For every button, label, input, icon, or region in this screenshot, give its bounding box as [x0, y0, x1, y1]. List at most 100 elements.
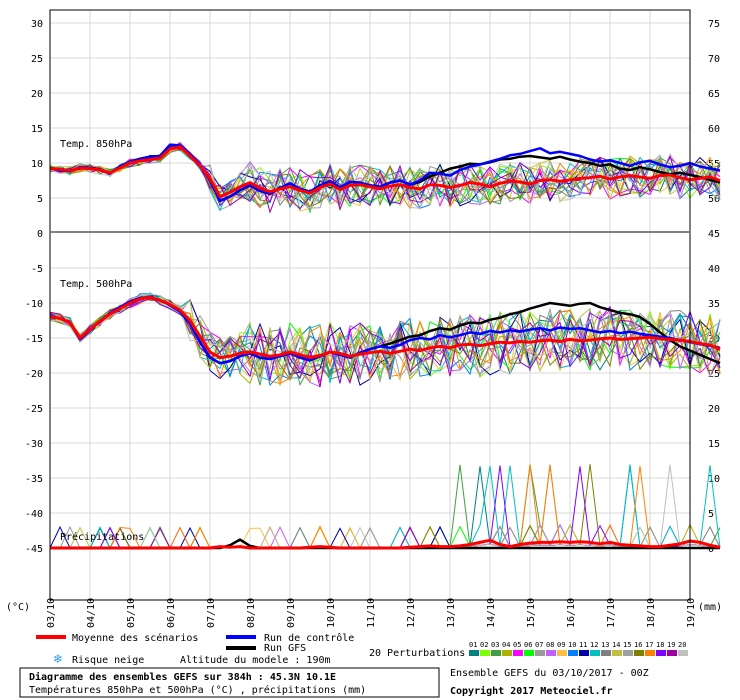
perturbation-line-500 — [49, 293, 721, 384]
mean-line-t500 — [49, 295, 721, 360]
perturbation-line-850 — [49, 144, 721, 207]
x-tick-label: 03/10 — [46, 598, 57, 628]
pert-swatch — [656, 650, 666, 656]
pert-swatch — [634, 650, 644, 656]
pert-number: 18 — [656, 641, 664, 649]
left-tick-label: 25 — [31, 54, 43, 65]
pert-number: 20 — [678, 641, 686, 649]
pert-number: 19 — [667, 641, 675, 649]
pert-swatch — [678, 650, 688, 656]
pert-swatch — [535, 650, 545, 656]
pert-swatch — [557, 650, 567, 656]
x-tick-label: 05/10 — [126, 598, 137, 628]
left-tick-label: -20 — [25, 369, 43, 380]
legend-altitude-label: Altitude du modele : 190m — [180, 655, 331, 666]
right-tick-label: 50 — [708, 194, 720, 205]
pert-number: 16 — [634, 641, 642, 649]
right-tick-label: 45 — [708, 229, 720, 240]
left-tick-label: 0 — [37, 229, 43, 240]
pert-number: 02 — [480, 641, 488, 649]
perturbation-line-precip — [50, 464, 721, 549]
pert-swatch — [667, 650, 677, 656]
pert-swatch — [524, 650, 534, 656]
pert-number: 06 — [524, 641, 532, 649]
pert-number: 14 — [612, 641, 620, 649]
pert-swatch — [590, 650, 600, 656]
pert-swatch — [579, 650, 589, 656]
right-tick-label: 20 — [708, 404, 720, 415]
pert-swatch — [502, 650, 512, 656]
x-tick-label: 13/10 — [446, 598, 457, 628]
right-tick-label: 75 — [708, 19, 720, 30]
x-tick-label: 14/10 — [486, 598, 497, 628]
x-tick-label: 09/10 — [286, 598, 297, 628]
main-series — [49, 143, 721, 550]
x-tick-label: 10/10 — [326, 598, 337, 628]
pert-number: 15 — [623, 641, 631, 649]
right-tick-label: 25 — [708, 369, 720, 380]
left-tick-label: -5 — [31, 264, 43, 275]
x-tick-label: 19/10 — [686, 598, 697, 628]
x-axis: 03/10 04/10 05/10 06/10 07/10 08/10 09/10 10/10… — [46, 598, 697, 628]
right-tick-label: 0 — [708, 544, 714, 555]
x-tick-label: 12/10 — [406, 598, 417, 628]
left-tick-label: 30 — [31, 19, 43, 30]
right-tick-label: 10 — [708, 474, 720, 485]
pert-number: 17 — [645, 641, 653, 649]
x-tick-label: 04/10 — [86, 598, 97, 628]
perturbation-line-precip — [50, 464, 721, 549]
x-tick-label: 16/10 — [566, 598, 577, 628]
pert-number: 08 — [546, 641, 554, 649]
pert-swatch — [623, 650, 633, 656]
right-unit-label: (mm) — [698, 602, 722, 613]
pert-number: 05 — [513, 641, 521, 649]
left-tick-label: 10 — [31, 159, 43, 170]
pert-swatch — [513, 650, 523, 656]
control-line-t850 — [49, 143, 721, 203]
panel-label-850: Temp. 850hPa — [60, 139, 132, 150]
snowflake-icon: ❄ — [53, 652, 63, 666]
pert-number: 12 — [590, 641, 598, 649]
x-tick-label: 17/10 — [606, 598, 617, 628]
left-axis: 30 25 20 15 10 5 0 -5 -10 -15 -20 -25 -30 -35 -40 -45 — [25, 19, 43, 555]
right-tick-label: 55 — [708, 159, 720, 170]
right-tick-label: 5 — [708, 509, 714, 520]
x-tick-label: 06/10 — [166, 598, 177, 628]
right-tick-label: 35 — [708, 299, 720, 310]
legend-perturbations-label: 20 Perturbations — [369, 648, 465, 659]
panel-label-500: Temp. 500hPa — [60, 279, 132, 290]
pert-number: 01 — [469, 641, 477, 649]
mean-line-precip — [50, 538, 721, 550]
chart-title: Diagramme des ensembles GEFS sur 384h : … — [29, 671, 336, 683]
legend-control-label: Run de contrôle — [264, 632, 354, 644]
perturbation-line-500 — [49, 293, 721, 380]
x-tick-label: 07/10 — [206, 598, 217, 628]
x-tick-label: 15/10 — [526, 598, 537, 628]
perturbation-line-850 — [49, 144, 721, 208]
right-tick-label: 15 — [708, 439, 720, 450]
pert-number: 13 — [601, 641, 609, 649]
panel-label-precip: Précipitations — [60, 531, 144, 543]
left-tick-label: -10 — [25, 299, 43, 310]
left-tick-label: 15 — [31, 124, 43, 135]
pert-number: 07 — [535, 641, 543, 649]
x-tick-label: 18/10 — [646, 598, 657, 628]
pert-number: 10 — [568, 641, 576, 649]
pert-swatch — [491, 650, 501, 656]
perturbation-legend: 01 02 03 04 05 06 07 08 09 10 11 12 13 14 15 16 17 18 19 20 — [469, 641, 688, 656]
pert-swatch — [645, 650, 655, 656]
pert-number: 11 — [579, 641, 587, 649]
chart-subtitle: Températures 850hPa et 500hPa (°C) , pré… — [29, 684, 366, 696]
pert-swatch — [612, 650, 622, 656]
left-tick-label: -30 — [25, 439, 43, 450]
perturbation-line-850 — [49, 149, 721, 208]
left-unit-label: (°C) — [6, 602, 30, 613]
left-tick-label: -45 — [25, 544, 43, 555]
perturbation-line-precip — [50, 464, 721, 549]
left-tick-label: 5 — [37, 194, 43, 205]
legend-gfs-label: Run GFS — [264, 643, 306, 654]
ensemble-run-label: Ensemble GEFS du 03/10/2017 - 00Z — [450, 668, 649, 679]
x-tick-label: 11/10 — [366, 598, 377, 628]
pert-number: 03 — [491, 641, 499, 649]
